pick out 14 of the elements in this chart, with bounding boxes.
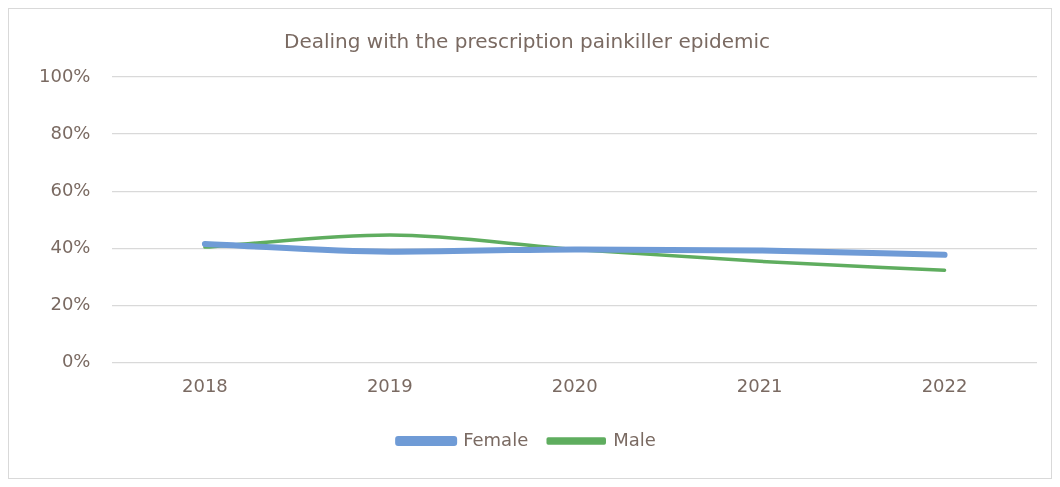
legend-label: Male: [613, 428, 656, 450]
y-tick-label: 0%: [61, 350, 91, 372]
chart-title: Dealing with the prescription painkiller epidemic: [283, 29, 771, 54]
x-tick-label: 2019: [366, 374, 413, 396]
y-tick-label: 20%: [50, 292, 91, 314]
x-tick-label: 2022: [921, 374, 968, 396]
x-tick-label: 2020: [551, 374, 598, 396]
y-tick-label: 40%: [50, 235, 91, 257]
y-tick-label: 100%: [38, 64, 91, 86]
x-tick-label: 2018: [182, 374, 228, 396]
legend-label: Female: [463, 428, 529, 450]
y-tick-label: 60%: [50, 178, 91, 200]
x-tick-label: 2021: [736, 374, 783, 396]
y-tick-label: 80%: [50, 121, 91, 143]
